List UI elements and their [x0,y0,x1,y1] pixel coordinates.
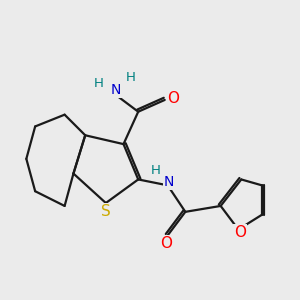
Text: O: O [160,236,172,251]
Text: H: H [151,164,161,177]
Text: S: S [101,204,111,219]
Text: O: O [234,225,246,240]
Text: O: O [168,91,180,106]
Text: H: H [126,71,136,84]
Text: N: N [164,175,174,189]
Text: H: H [94,77,103,90]
Text: N: N [111,82,121,97]
